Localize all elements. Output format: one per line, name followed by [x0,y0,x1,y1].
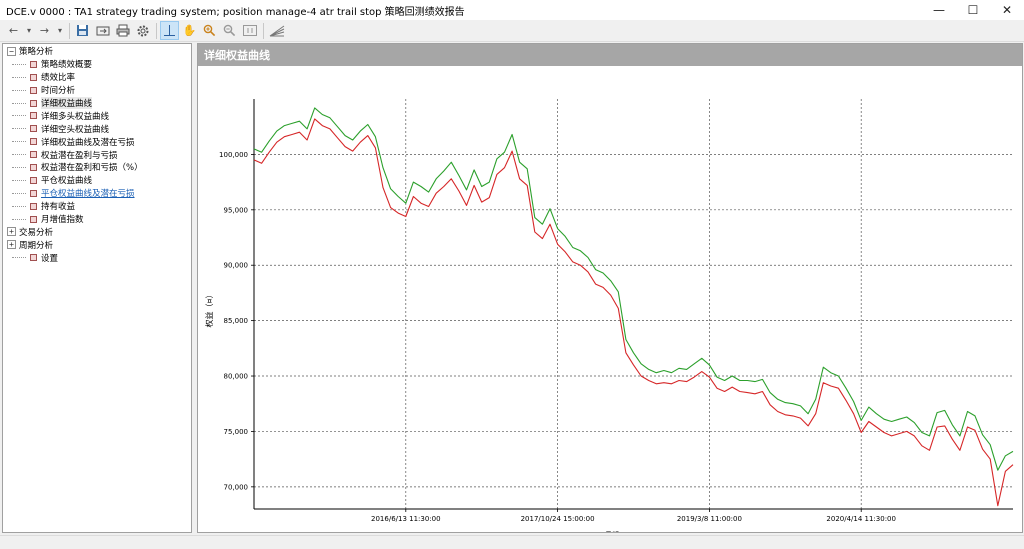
report-page-icon [30,215,37,223]
forward-arrow-icon[interactable]: → [39,24,50,37]
equity-chart[interactable]: 70,000 75,000 80,000 85,000 90,000 95,000 100,… [198,66,1022,549]
tree-item-equity-curve-drawdown[interactable]: 详细权益曲线及潜在亏损 [3,135,191,148]
series-line-high [253,107,1014,471]
expand-icon[interactable]: + [7,227,16,237]
tree-item-label: 策略绩效概要 [41,60,93,71]
maximize-button[interactable]: ☐ [967,3,979,17]
tree-item-closed-equity-curve[interactable]: 平仓权益曲线 [3,174,191,187]
close-button[interactable]: ✕ [1001,3,1013,17]
report-page-icon [30,176,37,184]
x-tick-label: 2020/4/14 11:30:00 [826,515,896,523]
zoom-out-icon[interactable] [220,21,239,40]
tree-group-label: 策略分析 [19,47,54,58]
tree-item-short-equity-curve[interactable]: 详细空头权益曲线 [3,122,191,135]
y-axis-label: 权益（¤） [204,290,214,327]
tree-item-label: 设置 [41,253,59,264]
tree-group-label: 交易分析 [19,227,54,238]
tree-item-label: 平仓权益曲线及潜在亏损 [41,189,135,200]
report-tree: − 策略分析 策略绩效概要 绩效比率 时间分析 详细权益曲线 详细多头权益曲线 … [2,43,192,533]
report-page-icon [30,163,37,171]
report-page-icon [30,189,37,197]
x-axis-label: 日期 [605,531,619,532]
x-tick-label: 2017/10/24 15:00:00 [521,515,595,523]
expand-icon[interactable]: + [7,240,16,250]
toolbar-separator [263,22,264,39]
gear-icon[interactable] [133,21,152,40]
report-page-icon [30,99,37,107]
tree-item-holding-return[interactable]: 持有收益 [3,200,191,213]
chart-style-icon[interactable] [267,21,286,40]
tree-item-strategy-summary[interactable]: 策略绩效概要 [3,58,191,71]
minimize-button[interactable]: — [933,3,945,17]
chart-series [253,107,1014,507]
report-page-icon [30,151,37,159]
tree-group-label: 周期分析 [19,240,54,251]
report-page-icon [30,125,37,133]
x-tick-label: 2016/6/13 11:30:00 [371,515,441,523]
hand-pan-icon[interactable]: ✋ [182,24,197,37]
tree-item-label: 详细权益曲线及潜在亏损 [41,137,135,148]
tree-group-period-analysis[interactable]: + 周期分析 [3,238,191,251]
series-line-low [253,118,1014,507]
x-tick-label: 2019/3/8 11:00:00 [677,515,742,523]
toolbar-separator [69,22,70,39]
y-tick-label: 80,000 [224,373,249,381]
tree-item-label: 时间分析 [41,86,76,97]
tree-item-monthly-index[interactable]: 月增值指数 [3,213,191,226]
y-tick-label: 90,000 [224,262,249,270]
report-page-icon [30,112,37,120]
y-tick-label: 95,000 [224,206,249,214]
panel-title: 详细权益曲线 [198,44,1022,66]
report-page-icon [30,138,37,146]
forward-dropdown-icon[interactable]: ▾ [57,26,62,35]
tree-item-label: 月增值指数 [41,215,84,226]
report-page-icon [30,60,37,68]
toolbar-separator [156,22,157,39]
tree-item-settings[interactable]: 设置 [3,251,191,264]
tree-item-detailed-equity-curve[interactable]: 详细权益曲线 [3,97,191,110]
tree-item-closed-equity-drawdown[interactable]: 平仓权益曲线及潜在亏损 [3,187,191,200]
tree-item-label: 详细权益曲线 [41,97,93,109]
tree-item-label: 详细空头权益曲线 [41,124,110,135]
collapse-icon[interactable]: − [7,46,16,56]
tree-item-label: 详细多头权益曲线 [41,111,110,122]
tree-item-label: 权益潜在盈利和亏损（%） [41,163,143,174]
title-bar: DCE.v 0000 : TA1 strategy trading system… [0,0,1024,20]
tree-item-label: 权益潜在盈利与亏损 [41,150,118,161]
tree-item-label: 平仓权益曲线 [41,176,93,187]
chart-grid [254,99,1013,509]
back-arrow-icon[interactable]: ← [8,24,19,37]
export-icon[interactable] [93,21,112,40]
tree-item-label: 绩效比率 [41,73,76,84]
y-tick-label: 85,000 [224,317,249,325]
report-page-icon [30,86,37,94]
y-tick-label: 70,000 [224,483,249,491]
tree-item-equity-runup-drawdown-pct[interactable]: 权益潜在盈利和亏损（%） [3,161,191,174]
zoom-in-icon[interactable] [200,21,219,40]
print-icon[interactable] [113,21,132,40]
report-page-icon [30,202,37,210]
tree-item-performance-ratios[interactable]: 绩效比率 [3,71,191,84]
y-tick-label: 75,000 [224,428,249,436]
x-axis: 2016/6/13 11:30:00 2017/10/24 15:00:00 201… [254,508,1013,523]
status-bar [0,535,1024,549]
tree-item-label: 持有收益 [41,202,76,213]
window-controls: — ☐ ✕ [922,0,1024,20]
tree-group-strategy-analysis[interactable]: − 策略分析 [3,45,191,58]
report-page-icon [30,73,37,81]
tree-group-trade-analysis[interactable]: + 交易分析 [3,225,191,238]
toolbar: ← ▾ → ▾ ✋ [0,20,1024,42]
y-axis: 70,000 75,000 80,000 85,000 90,000 95,000 100,… [219,99,255,509]
fit-zoom-icon[interactable] [240,21,259,40]
back-dropdown-icon[interactable]: ▾ [26,26,31,35]
tree-item-long-equity-curve[interactable]: 详细多头权益曲线 [3,109,191,122]
crosshair-cursor-icon[interactable] [160,21,179,40]
report-panel: 详细权益曲线 70,000 75,000 80,000 85,000 90,000 95,… [197,43,1023,549]
save-icon[interactable] [73,21,92,40]
tree-item-equity-runup-drawdown[interactable]: 权益潜在盈利与亏损 [3,148,191,161]
tree-item-time-analysis[interactable]: 时间分析 [3,84,191,97]
window-title: DCE.v 0000 : TA1 strategy trading system… [6,6,465,18]
report-page-icon [30,254,37,262]
y-tick-label: 100,000 [219,151,248,159]
